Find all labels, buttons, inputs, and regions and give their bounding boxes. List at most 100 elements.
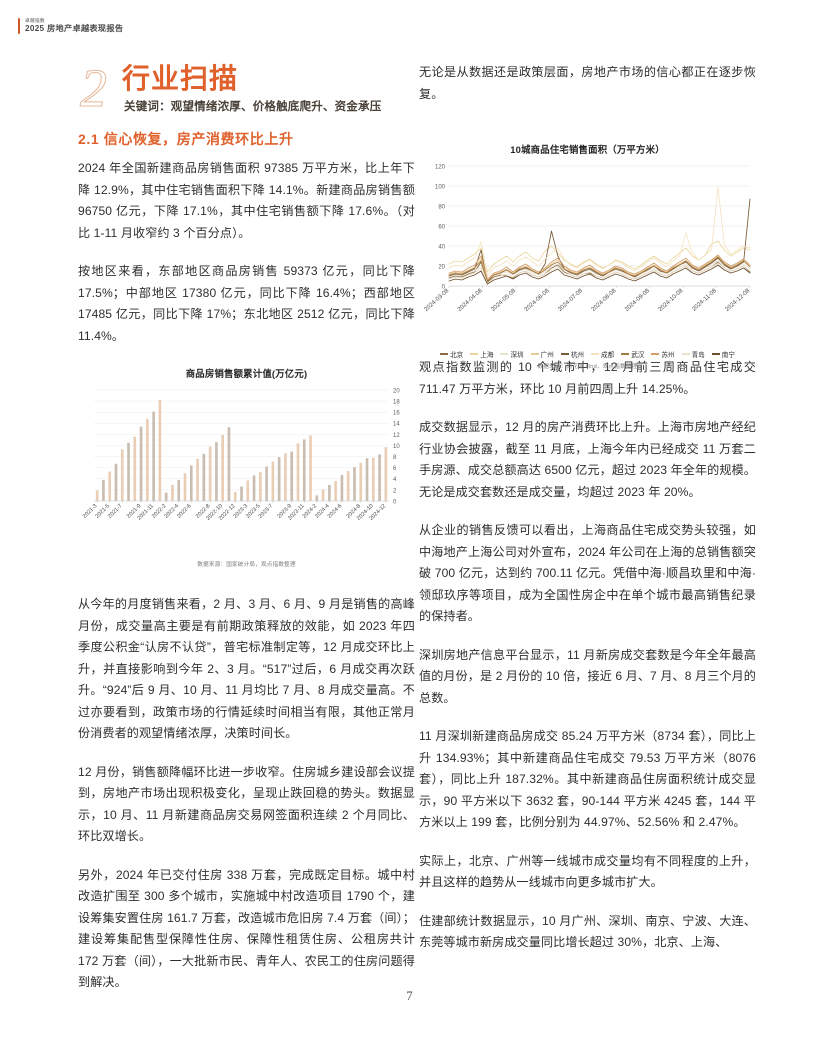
legend-swatch — [711, 353, 720, 355]
legend-swatch — [470, 353, 479, 355]
paragraph: 11 月深圳新建商品房成交 85.24 万平方米（8734 套），同比上升 13… — [419, 729, 756, 830]
section-heading: 2 行业扫描 关键词：观望情绪浓厚、价格触底爬升、资金承压 — [80, 58, 430, 123]
paragraph: 成交数据显示，12 月的房产消费环比上升。上海市房地产经纪行业协会披露，截至 1… — [419, 420, 756, 499]
legend-item: 杭州 — [560, 349, 584, 359]
legend-label: 苏州 — [661, 352, 675, 359]
svg-text:2024-09-08: 2024-09-08 — [624, 288, 651, 313]
paragraph: 2024 年全国新建商品房销售面积 97385 万平方米，比上年下降 12.9%… — [78, 161, 415, 240]
paragraph: 无论是从数据还是政策层面，房地产市场的信心都正在逐步恢复。 — [419, 65, 756, 101]
section-keywords: 关键词：观望情绪浓厚、价格触底爬升、资金承压 — [124, 101, 382, 113]
legend-label: 杭州 — [570, 352, 584, 359]
svg-text:20: 20 — [393, 388, 400, 394]
subsection-title: 2.1 信心恢复，房产消费环比上升 — [78, 131, 294, 147]
svg-text:0: 0 — [442, 284, 446, 290]
legend-label: 北京 — [450, 352, 464, 359]
legend-swatch — [440, 353, 449, 355]
paragraph: 另外，2024 年已交付住房 338 万套，完成既定目标。城中村改造扩围至 30… — [78, 867, 415, 990]
svg-text:120: 120 — [435, 164, 446, 170]
legend-item: 深圳 — [500, 349, 524, 359]
svg-text:2024-04-08: 2024-04-08 — [457, 288, 484, 313]
chart-source: 数据来源：同花顺 ifind，观点指数整理 — [537, 364, 638, 370]
svg-text:2024-6: 2024-6 — [327, 503, 344, 520]
svg-text:2023-7: 2023-7 — [258, 503, 275, 520]
svg-text:2021-7: 2021-7 — [107, 503, 124, 520]
paragraph: 按地区来看，东部地区商品房销售 59373 亿元，同比下降 17.5%；中部地区… — [78, 264, 415, 343]
paragraph: 从企业的销售反馈可以看出，上海商品住宅成交势头较强，如中海地产上海公司对外宣布，… — [419, 523, 756, 624]
svg-text:16: 16 — [393, 411, 400, 417]
svg-text:20: 20 — [438, 264, 445, 270]
svg-text:2024-10-08: 2024-10-08 — [658, 288, 685, 313]
legend-item: 北京 — [440, 349, 463, 359]
header-superscript: 卓越指数 — [25, 18, 45, 23]
chart-title: 10城商品住宅销售面积（万平方米） — [510, 144, 665, 155]
legend-item: 南宁 — [711, 349, 735, 359]
svg-text:2024-12-08: 2024-12-08 — [725, 288, 752, 313]
legend-label: 南宁 — [721, 352, 735, 359]
legend-label: 深圳 — [510, 352, 524, 359]
svg-text:80: 80 — [438, 204, 445, 210]
svg-text:10: 10 — [393, 444, 400, 450]
svg-text:2022-6: 2022-6 — [176, 503, 193, 520]
legend-item: 武汉 — [621, 349, 644, 359]
legend-item: 苏州 — [651, 349, 675, 359]
legend-swatch — [681, 353, 690, 355]
section-title: 行业扫描 — [122, 63, 239, 94]
paragraph: 从今年的月度销售来看，2 月、3 月、6 月、9 月是销售的高峰月份，成交量高主… — [78, 597, 415, 741]
svg-text:2024-07-08: 2024-07-08 — [557, 288, 584, 313]
paragraph: 实际上，北京、广州等一线城市成交量均有不同程度的上升，并且这样的趋势从一线城市向… — [419, 853, 756, 890]
svg-text:2: 2 — [393, 488, 397, 494]
svg-text:0: 0 — [393, 499, 397, 505]
legend-swatch — [591, 353, 599, 355]
figure-line-chart: 10城商品住宅销售面积（万平方米） 0 20 40 60 80 100 120 2024-03… — [419, 142, 756, 370]
paragraph: 住建部统计数据显示，10 月广州、深圳、南京、宁波、大连、东莞等城市新房成交量同… — [419, 913, 756, 950]
legend-swatch — [621, 353, 630, 355]
svg-text:4: 4 — [393, 477, 397, 483]
svg-text:40: 40 — [438, 244, 445, 250]
header-accent-bar — [18, 18, 20, 34]
legend-item: 广州 — [530, 349, 554, 359]
svg-text:2024-05-08: 2024-05-08 — [490, 288, 517, 313]
paragraph: 深圳房地产信息平台显示，11 月新房成交套数是今年全年最高值的月份，是 2 月份… — [419, 647, 756, 705]
header-text-block: 卓越指数 2025 房地产卓越表现报告 — [25, 18, 123, 34]
line-plot-area: 0 20 40 60 80 100 120 2024-03-08 2024-04-08 2024-… — [419, 158, 756, 348]
svg-text:6: 6 — [393, 466, 397, 472]
legend-label: 广州 — [540, 352, 554, 359]
chart-title: 商品房销售额累计值(万亿元) — [185, 368, 308, 379]
legend-swatch — [500, 353, 509, 355]
legend-item: 成都 — [591, 349, 614, 359]
legend-swatch — [651, 353, 660, 355]
figure-bar-chart: 商品房销售额累计值(万亿元) 0 2 4 6 8 10 12 14 16 18 20 2021-3 20… — [78, 366, 415, 568]
left-column: 2024 年全国新建商品房销售面积 97385 万平方米，比上年下降 12.9%… — [78, 158, 415, 1011]
legend-label: 上海 — [480, 352, 494, 359]
svg-text:2024-06-08: 2024-06-08 — [524, 288, 551, 313]
legend-item: 青岛 — [681, 349, 705, 359]
paragraph: 12 月份，销售额降幅环比进一步收窄。住房城乡建设部会议提到，房地产市场出现积极… — [78, 764, 415, 844]
legend-swatch — [530, 353, 539, 355]
svg-text:12: 12 — [393, 433, 400, 439]
svg-text:60: 60 — [438, 224, 445, 230]
page-number: 7 — [406, 989, 413, 1003]
legend-label: 武汉 — [631, 352, 645, 359]
svg-text:100: 100 — [435, 184, 446, 190]
svg-text:2024-03-08: 2024-03-08 — [424, 288, 451, 313]
chart-legend: 北京 上海 深圳 广州 杭州 成都 武汉 苏州 青岛 南宁 — [419, 349, 756, 359]
svg-text:2024-08-08: 2024-08-08 — [591, 288, 618, 313]
chart-source: 数据来源：国家统计局，观点指数整理 — [197, 562, 296, 568]
svg-text:14: 14 — [393, 422, 400, 428]
section-number: 2 — [80, 58, 108, 118]
right-column: 无论是从数据还是政策层面，房地产市场的信心都正在逐步恢复。 观点指数监测的 10… — [419, 62, 756, 971]
svg-text:8: 8 — [393, 455, 397, 461]
legend-label: 成都 — [601, 352, 615, 359]
svg-text:18: 18 — [393, 400, 400, 406]
legend-swatch — [560, 353, 569, 355]
legend-item: 上海 — [470, 349, 493, 359]
bar-plot-area: 0 2 4 6 8 10 12 14 16 18 20 2021-3 2021-5 2021-7 2021-… — [78, 382, 415, 557]
running-header: 卓越指数 2025 房地产卓越表现报告 — [18, 18, 123, 34]
svg-text:2024-11-08: 2024-11-08 — [691, 288, 718, 313]
paragraph: 观点指数监测的 10 个城市中，12 月前三周商品住宅成交 711.47 万平方… — [419, 360, 756, 396]
header-title: 2025 房地产卓越表现报告 — [25, 23, 124, 33]
legend-label: 青岛 — [691, 352, 705, 359]
